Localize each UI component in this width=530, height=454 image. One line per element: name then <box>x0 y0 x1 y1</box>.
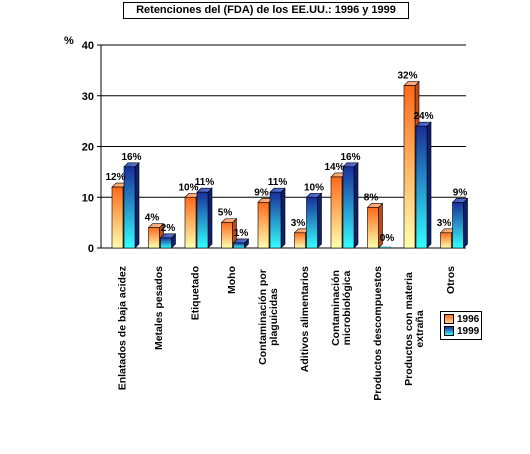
bar-1999-7 <box>379 246 391 249</box>
data-label-1999-3: 1% <box>234 228 249 239</box>
legend: 1996 1999 <box>440 311 482 340</box>
y-tick-label: 30 <box>82 91 94 103</box>
bar-1996-7 <box>367 207 379 249</box>
data-label-1996-9: 3% <box>437 218 452 229</box>
bar-1996-9 <box>440 232 452 249</box>
category-label-line: Enlatados de baja acidez <box>116 266 128 390</box>
category-label-line: Productos con materia <box>403 272 415 386</box>
category-label-1: Metales pesados <box>153 266 165 350</box>
category-label-line: extraña <box>414 310 426 348</box>
data-label-1999-0: 16% <box>121 152 141 163</box>
category-label-line: Etiquetado <box>189 266 201 320</box>
bar-side-1999-8 <box>426 121 432 249</box>
bar-side-1999-9 <box>463 197 468 249</box>
bar-1999-2 <box>196 191 209 249</box>
data-label-1996-3: 5% <box>218 208 233 219</box>
data-label-1996-6: 14% <box>324 162 344 173</box>
category-label-0: Enlatados de baja acidez <box>116 266 128 390</box>
category-label-3: Moho <box>226 266 238 294</box>
data-label-1996-2: 10% <box>178 182 198 193</box>
y-tick-label: 10 <box>82 192 94 204</box>
bar-side-1999-6 <box>353 162 359 249</box>
category-label-line: microbiológica <box>341 271 353 346</box>
category-label-9: Otros <box>445 266 457 294</box>
data-label-1996-4: 9% <box>254 187 269 198</box>
category-label-line: Contaminación por <box>257 269 269 365</box>
y-tick-label: 0 <box>88 243 94 255</box>
bar-1999-4 <box>269 191 282 249</box>
bar-1999-1 <box>160 237 172 249</box>
data-label-1999-2: 11% <box>195 177 215 188</box>
bar-side-1999-2 <box>207 187 213 249</box>
bar-1999-3 <box>233 242 245 249</box>
category-label-line: Aditivos alimentarios <box>299 266 311 372</box>
bar-1996-5 <box>294 232 306 249</box>
bar-1996-8 <box>403 85 416 249</box>
category-label-line: Contaminación <box>330 270 342 346</box>
data-label-1999-9: 9% <box>453 187 468 198</box>
legend-item-1996: 1996 <box>444 313 479 325</box>
category-label-8: Productos con materia extraña <box>403 272 426 386</box>
legend-label-1999: 1999 <box>457 325 480 337</box>
bar-side-1999-4 <box>280 187 286 249</box>
legend-label-1996: 1996 <box>457 313 480 325</box>
category-label-line: Moho <box>226 266 238 294</box>
bar-1996-1 <box>148 227 160 249</box>
bar-side-1999-5 <box>317 192 322 249</box>
bar-1999-8 <box>415 125 428 249</box>
data-label-1996-0: 12% <box>105 172 125 183</box>
data-label-1996-7: 8% <box>364 192 379 203</box>
bar-1999-6 <box>342 166 355 249</box>
y-tick-label: 20 <box>82 142 94 154</box>
chart-title: Retenciones del (FDA) de los EE.UU.: 199… <box>123 2 409 19</box>
legend-swatch-1999 <box>444 326 454 336</box>
y-tick-label: 40 <box>82 40 94 52</box>
bar-1999-9 <box>452 202 464 249</box>
category-label-2: Etiquetado <box>189 266 201 320</box>
bar-1996-6 <box>330 176 343 249</box>
category-label-6: Contaminación microbiológica <box>330 270 353 346</box>
bar-1999-5 <box>306 196 318 249</box>
data-label-1999-6: 16% <box>340 152 360 163</box>
data-label-1999-5: 10% <box>304 182 324 193</box>
data-label-1999-8: 24% <box>413 111 433 122</box>
data-label-1999-1: 2% <box>161 223 176 234</box>
category-label-5: Aditivos alimentarios <box>299 266 311 372</box>
bar-1999-0 <box>123 166 136 249</box>
bar-1996-0 <box>111 186 124 249</box>
bar-1996-4 <box>257 202 270 249</box>
category-label-line: Productos descompuestos <box>372 266 384 401</box>
legend-item-1999: 1999 <box>444 325 479 337</box>
data-label-1996-5: 3% <box>291 218 306 229</box>
bar-1996-3 <box>221 222 233 249</box>
y-axis-title: % <box>64 35 74 47</box>
data-label-1996-1: 4% <box>145 213 160 224</box>
legend-swatch-1996 <box>444 314 454 324</box>
data-label-1996-8: 32% <box>397 71 417 82</box>
category-label-line: Otros <box>445 266 457 294</box>
data-label-1999-7: 0% <box>380 233 395 244</box>
category-label-line: Metales pesados <box>153 266 165 350</box>
data-label-1999-4: 11% <box>268 177 288 188</box>
bar-side-1999-0 <box>134 162 140 249</box>
category-label-4: Contaminación por plaguicidas <box>257 269 280 365</box>
category-label-line: plaguicidas <box>268 288 280 346</box>
category-label-7: Productos descompuestos <box>372 266 384 401</box>
bar-1996-2 <box>184 196 197 249</box>
